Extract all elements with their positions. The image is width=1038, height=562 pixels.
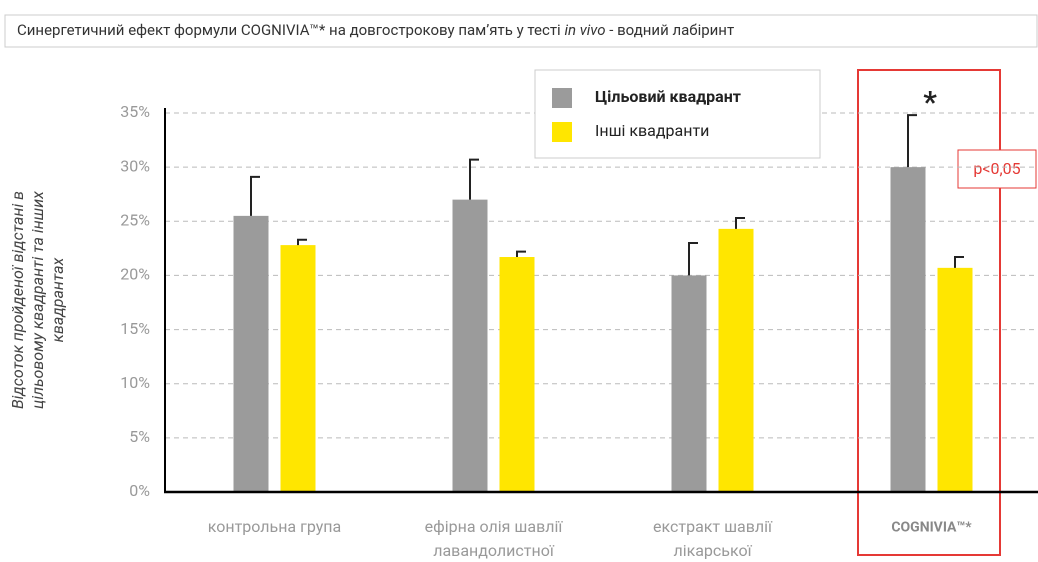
pvalue-box — [957, 149, 1037, 189]
y-label-line: Відсоток пройденої відстані в — [8, 191, 27, 409]
bar — [937, 267, 973, 492]
x-tick-label: COGNIVIA™* — [891, 520, 972, 536]
legend-label: Інші квадранти — [595, 121, 709, 140]
error-bar — [297, 238, 307, 246]
y-tick-label: 0% — [129, 481, 150, 500]
x-tick-label: ефірна олія шавлії лавандолистної — [425, 517, 564, 560]
y-tick-label: 5% — [129, 427, 150, 446]
x-tick-label: контрольна група — [208, 517, 341, 536]
bar — [233, 215, 269, 492]
bar — [452, 199, 488, 492]
bar — [499, 257, 535, 492]
title-box — [4, 14, 1038, 48]
error-bar — [907, 114, 917, 168]
bar — [890, 167, 926, 492]
legend-swatch — [552, 122, 572, 142]
chart-title: Синергетичний ефект формули COGNIVIA™* н… — [17, 21, 734, 39]
bar — [718, 228, 754, 492]
significance-star: * — [923, 85, 937, 120]
bar — [280, 245, 316, 492]
title-part: in vivo — [564, 21, 605, 39]
legend-swatch — [552, 88, 572, 108]
error-bar — [954, 256, 964, 268]
y-tick-label: 10% — [120, 373, 150, 392]
error-bar — [250, 175, 260, 216]
pvalue: p<0,05 — [973, 159, 1020, 178]
y-axis-label: Відсоток пройденої відстані в цільовому … — [8, 191, 67, 409]
y-tick-label: 20% — [120, 265, 150, 284]
highlight-box — [857, 69, 1001, 556]
y-tick-label: 25% — [120, 211, 150, 230]
title-part: - водний лабіринт — [606, 21, 735, 39]
title-part: Синергетичний ефект формули COGNIVIA™* н… — [17, 21, 564, 39]
y-label-line: квадрантах — [48, 257, 67, 342]
y-label-line: цільовому квадранті та інших — [28, 191, 47, 409]
y-tick-label: 15% — [120, 319, 150, 338]
legend-box — [534, 69, 821, 159]
y-tick-label: 30% — [120, 156, 150, 175]
error-bar — [688, 241, 698, 276]
error-bar — [469, 158, 479, 200]
legend-label: Цільовий квадрант — [595, 87, 741, 106]
error-bar — [516, 250, 526, 258]
legend: Цільовий квадрант Інші квадранти — [534, 69, 821, 159]
y-tick-label: 35% — [120, 102, 150, 121]
error-bar — [735, 217, 745, 229]
bar — [671, 275, 707, 492]
x-tick-label: екстракт шавлії лікарської — [653, 517, 773, 560]
